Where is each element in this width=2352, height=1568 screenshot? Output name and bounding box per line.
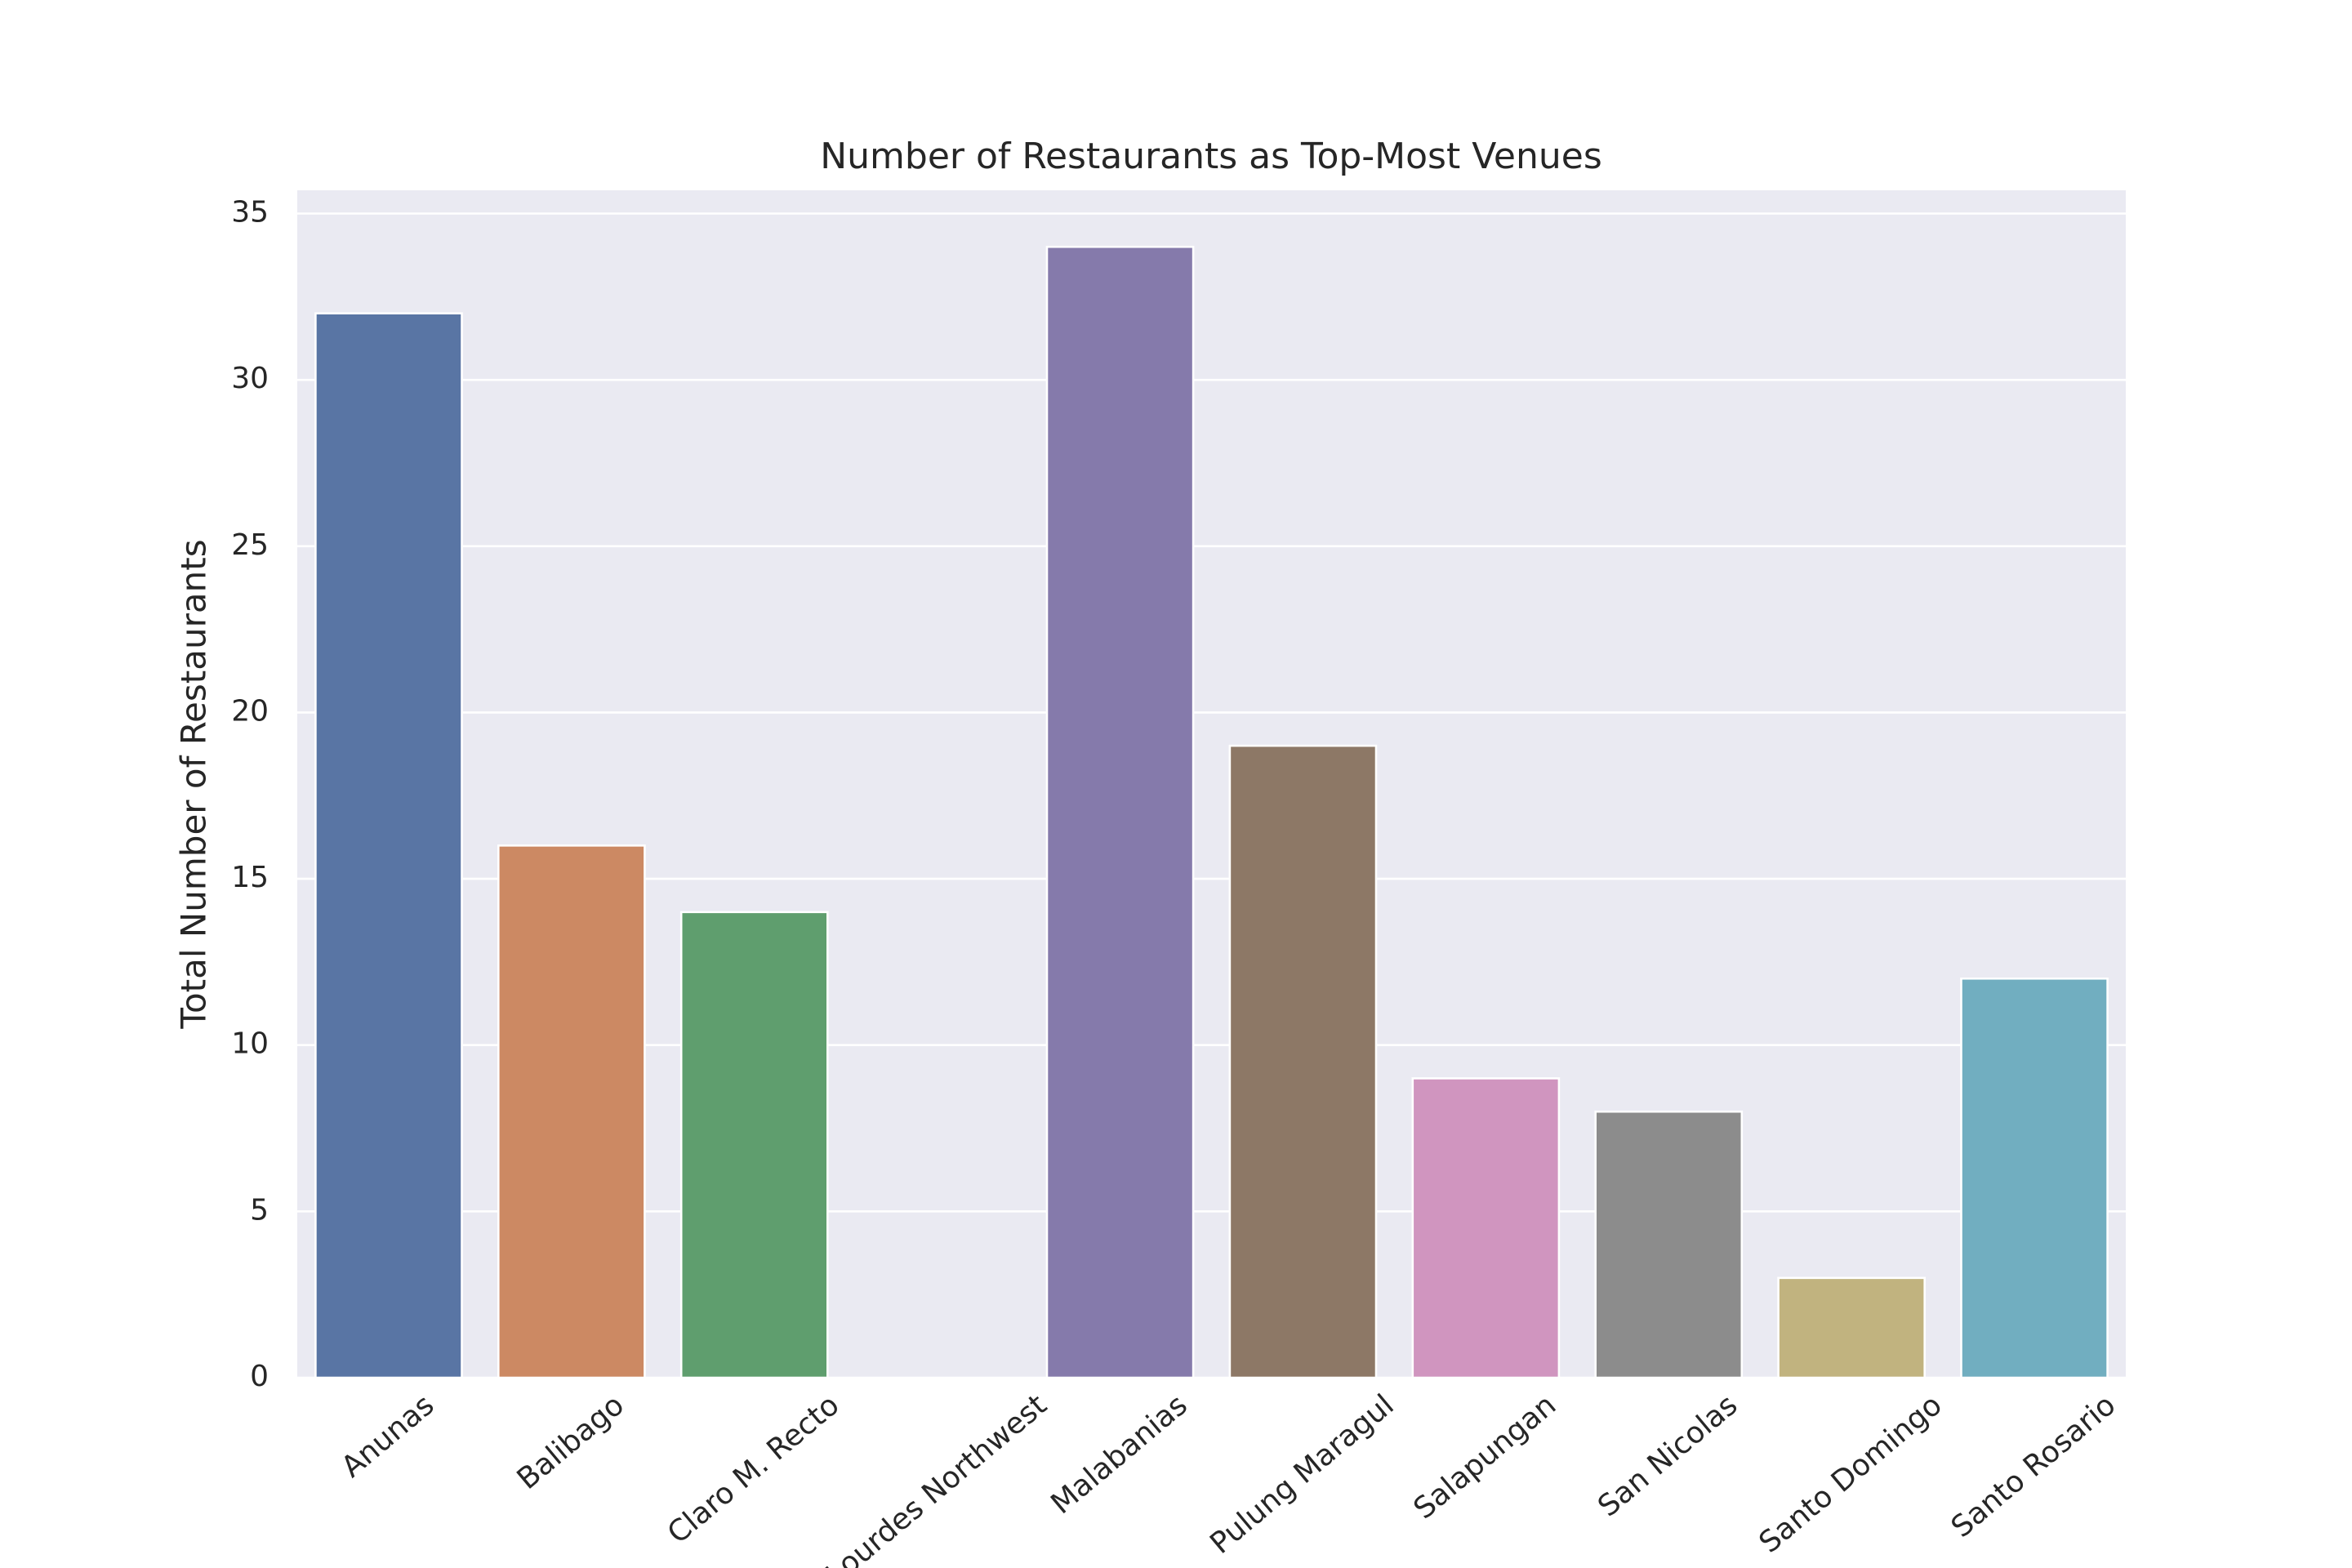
y-tick-label: 25 bbox=[231, 528, 269, 562]
x-tick-label: Lourdes Northwest bbox=[820, 1388, 1054, 1568]
y-tick-label: 10 bbox=[231, 1027, 269, 1061]
bar bbox=[679, 911, 829, 1379]
bar bbox=[1228, 744, 1378, 1379]
bar bbox=[1411, 1077, 1561, 1379]
x-tick-label: Malabanias bbox=[1045, 1388, 1193, 1521]
x-tick-label: Pulung Maragul bbox=[1204, 1388, 1400, 1561]
x-tick-label: Santo Rosario bbox=[1945, 1388, 2123, 1544]
y-tick-label: 5 bbox=[250, 1193, 269, 1227]
y-axis-label: Total Number of Restaurants bbox=[174, 539, 214, 1029]
bar bbox=[1960, 977, 2109, 1379]
bar bbox=[1777, 1276, 1927, 1379]
x-tick-label: Balibago bbox=[511, 1388, 630, 1496]
y-tick-label: 20 bbox=[231, 694, 269, 728]
x-tick-label: Claro M. Recto bbox=[662, 1388, 846, 1551]
chart-title: Number of Restaurants as Top-Most Venues bbox=[820, 136, 1602, 177]
y-tick-label: 35 bbox=[231, 196, 269, 229]
y-tick-label: 30 bbox=[231, 362, 269, 395]
x-tick-label: Anunas bbox=[336, 1388, 441, 1484]
bar bbox=[314, 312, 463, 1379]
x-tick-label: San Nicolas bbox=[1592, 1388, 1744, 1524]
bar bbox=[497, 844, 646, 1379]
bar bbox=[1594, 1110, 1744, 1379]
bar bbox=[1045, 245, 1195, 1379]
x-tick-label: Salapungan bbox=[1408, 1388, 1563, 1526]
x-tick-label: Santo Domingo bbox=[1753, 1388, 1949, 1560]
y-tick-label: 0 bbox=[250, 1360, 269, 1393]
y-tick-label: 15 bbox=[231, 861, 269, 894]
